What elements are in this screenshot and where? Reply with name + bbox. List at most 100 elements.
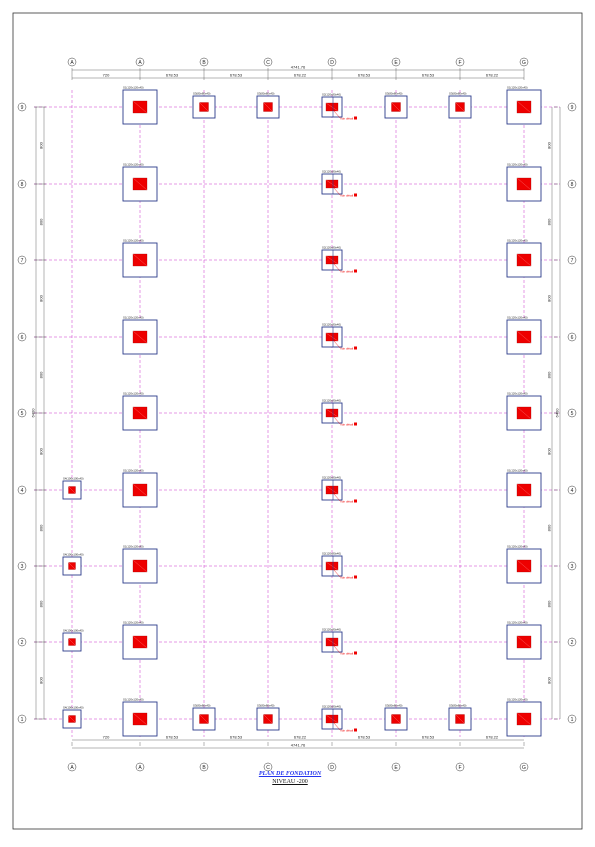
dim-span-bottom-2: 678.53 — [230, 735, 243, 740]
footing-g-row-7-label: S1(120x120x40) — [507, 239, 528, 243]
footing-a1-row-2-label: S4(100x100x40) — [63, 629, 84, 633]
column-label-bottom-col-f: F — [458, 765, 461, 771]
dim-span-bottom-6: 678.22 — [486, 735, 499, 740]
dim-span-bottom-0: 720 — [103, 735, 110, 740]
dim-span-right-2: 800 — [547, 294, 552, 301]
footing-d-row-7-column-hatch — [325, 255, 339, 265]
footing-d-row-3-label: S2(120x80x40) — [322, 552, 341, 556]
row-bubble-right-row-8 — [567, 179, 577, 189]
column-bubble-bottom-col-a1 — [67, 762, 77, 772]
footing-d-row-3-note-mark — [354, 575, 357, 579]
footing-d-row-7-note: Voir détail — [340, 270, 354, 274]
footing-d-row-1-label: S2(120x80x40) — [322, 705, 341, 709]
footing-col-f-row-1-column-hatch — [455, 714, 465, 724]
footing-g-row-9-column-hatch — [516, 100, 532, 114]
footing-g-row-8-label: S1(120x120x40) — [507, 163, 528, 167]
footing-g-row-6-label: S1(120x120x40) — [507, 316, 528, 320]
footing-g-row-2-label: S1(120x120x40) — [507, 621, 528, 625]
row-bubble-right-row-5 — [567, 408, 577, 418]
dim-span-top-1: 678.53 — [166, 73, 179, 78]
footing-a1-row-4-label: S4(100x100x40) — [63, 477, 84, 481]
dim-span-top-3: 678.22 — [294, 73, 307, 78]
column-bubble-bottom-col-g — [519, 762, 529, 772]
row-bubble-left-row-5 — [17, 408, 27, 418]
row-bubble-left-row-8 — [17, 179, 27, 189]
row-label-right-row-4: 4 — [571, 488, 574, 494]
dim-span-bottom-5: 678.53 — [422, 735, 435, 740]
dim-span-right-4: 800 — [547, 447, 552, 454]
footing-d-row-4-leader — [333, 493, 341, 502]
footing-d-row-3-column-hatch — [325, 561, 339, 571]
footing-d-row-2-leader — [333, 645, 341, 654]
footing-d-row-8-leader — [333, 187, 341, 196]
row-bubble-left-row-7 — [17, 255, 27, 265]
column-label-top-col-a1: A — [70, 60, 74, 66]
footing-g-row-1-column-hatch — [516, 712, 532, 726]
footing-d-row-8-note-mark — [354, 193, 357, 197]
footing-g-row-7-column-hatch — [516, 253, 532, 267]
dim-span-left-2: 800 — [39, 294, 44, 301]
footing-d-row-2-note: Voir détail — [340, 652, 354, 656]
column-label-bottom-col-a2: A — [138, 765, 142, 771]
footing-g-row-8-column-hatch — [516, 177, 532, 191]
footing-d-row-8-column-hatch — [325, 179, 339, 189]
footing-col-c-row-1-column-hatch — [263, 714, 273, 724]
column-bubble-bottom-col-c — [263, 762, 273, 772]
column-label-bottom-col-a1: A — [70, 765, 74, 771]
row-label-left-row-3: 3 — [21, 564, 24, 570]
footing-g-row-6-column-hatch — [516, 330, 532, 344]
footing-d-row-6-column-hatch — [325, 332, 339, 342]
column-label-bottom-col-e: E — [394, 765, 398, 771]
footing-g-row-6-footing — [506, 319, 542, 355]
column-label-top-col-c: C — [266, 60, 270, 66]
row-bubble-left-row-3 — [17, 561, 27, 571]
footing-a2-row-3-label: S1(120x120x40) — [123, 545, 144, 549]
footing-a2-row-8-label: S1(120x120x40) — [123, 163, 144, 167]
dim-span-right-0: 800 — [547, 141, 552, 148]
column-bubble-top-col-b — [199, 57, 209, 67]
footing-a2-row-6-label: S1(120x120x40) — [123, 316, 144, 320]
dim-span-left-7: 800 — [39, 676, 44, 683]
dim-overall-bottom: 4741.76 — [291, 743, 306, 748]
footing-a2-row-1-label: S1(120x120x40) — [123, 698, 144, 702]
dim-span-right-1: 800 — [547, 218, 552, 225]
footing-a2-row-2-column-hatch — [132, 635, 148, 649]
footing-col-b-row-9-label: S3(80x80x40) — [193, 92, 210, 96]
dim-span-left-0: 800 — [39, 141, 44, 148]
column-bubble-bottom-col-b — [199, 762, 209, 772]
footing-d-row-9-label: S2(120x80x40) — [322, 93, 341, 97]
footing-a2-row-6-column-hatch — [132, 330, 148, 344]
footing-a1-row-1-label: S4(100x100x40) — [63, 706, 84, 710]
row-label-left-row-1: 1 — [21, 717, 24, 723]
column-bubble-top-col-g — [519, 57, 529, 67]
footing-col-e-row-9-label: S3(80x80x40) — [385, 92, 402, 96]
footing-d-row-1-column-hatch — [325, 714, 339, 724]
footing-d-row-7-label: S2(120x80x40) — [322, 246, 341, 250]
row-bubble-right-row-1 — [567, 714, 577, 724]
column-bubble-top-col-c — [263, 57, 273, 67]
footing-g-row-5-column-hatch — [516, 406, 532, 420]
row-label-right-row-2: 2 — [571, 640, 574, 646]
footing-d-row-9-column-hatch — [325, 102, 339, 112]
row-label-left-row-9: 9 — [21, 105, 24, 111]
footing-g-row-4-label: S1(120x120x40) — [507, 469, 528, 473]
footing-d-row-1-note-mark — [354, 728, 357, 732]
row-label-left-row-8: 8 — [21, 182, 24, 188]
footing-d-row-5-leader — [333, 416, 341, 425]
row-label-right-row-1: 1 — [571, 717, 574, 723]
column-bubble-bottom-col-d — [327, 762, 337, 772]
row-label-left-row-7: 7 — [21, 258, 24, 264]
footing-d-row-2-column-hatch — [325, 637, 339, 647]
dim-span-left-6: 800 — [39, 600, 44, 607]
row-label-left-row-2: 2 — [21, 640, 24, 646]
footing-col-c-row-1-label: S3(80x80x40) — [257, 704, 274, 708]
footing-col-c-row-9-label: S3(80x80x40) — [257, 92, 274, 96]
footing-d-row-4-column-hatch — [325, 485, 339, 495]
dim-span-bottom-3: 678.22 — [294, 735, 307, 740]
dim-span-top-6: 678.22 — [486, 73, 499, 78]
column-bubble-top-col-a1 — [67, 57, 77, 67]
column-bubble-bottom-col-e — [391, 762, 401, 772]
row-label-right-row-9: 9 — [571, 105, 574, 111]
footing-d-row-6-note-mark — [354, 346, 357, 350]
